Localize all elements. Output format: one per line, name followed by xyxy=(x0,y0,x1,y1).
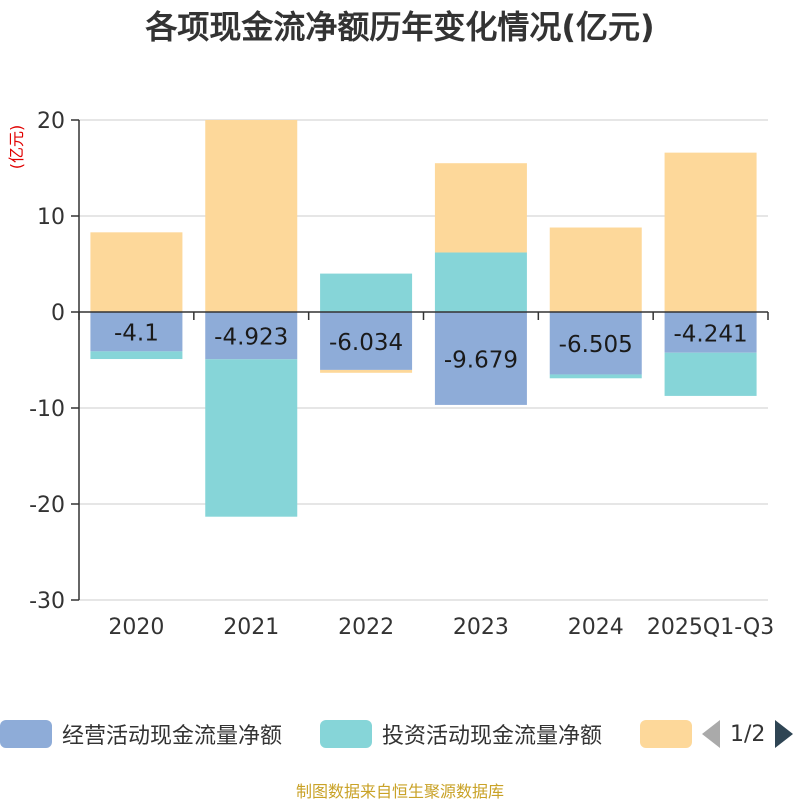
bar-operating-2022 xyxy=(320,312,413,370)
bar-investing-2024 xyxy=(549,374,642,379)
bar-operating-2023 xyxy=(434,312,527,405)
x-tick-label: 2024 xyxy=(568,615,624,640)
chart-title: 各项现金流净额历年变化情况(亿元) xyxy=(145,8,655,46)
x-tick-label: 2021 xyxy=(223,615,279,640)
legend: 经营活动现金流量净额 投资活动现金流量净额 xyxy=(0,716,800,752)
data-label-operating: -4.241 xyxy=(674,321,748,347)
y-axis-unit: (亿元) xyxy=(7,125,26,170)
x-tick-label: 2020 xyxy=(108,615,164,640)
bar-financing-2025Q1-Q3 xyxy=(664,152,757,312)
bar-investing-2021 xyxy=(205,359,298,517)
legend-swatch-operating xyxy=(0,720,52,748)
bar-operating-2024 xyxy=(549,312,642,375)
legend-item-operating[interactable]: 经营活动现金流量净额 xyxy=(0,716,282,752)
data-label-operating: -6.034 xyxy=(329,330,403,356)
data-label-operating: -4.1 xyxy=(114,321,159,347)
legend-label-investing: 投资活动现金流量净额 xyxy=(382,724,603,749)
x-tick-label: 2022 xyxy=(338,615,394,640)
prev-page-icon[interactable] xyxy=(702,720,720,748)
bar-investing-2022 xyxy=(320,273,413,312)
bar-financing-2022 xyxy=(320,369,413,373)
legend-pager: 1/2 xyxy=(700,716,800,752)
bar-investing-2020 xyxy=(90,351,183,360)
x-tick-label: 2025Q1-Q3 xyxy=(647,615,774,640)
bar-investing-2023 xyxy=(434,252,527,312)
y-tick-label: 0 xyxy=(51,301,65,326)
legend-swatch-investing xyxy=(320,720,372,748)
x-tick-label: 2023 xyxy=(453,615,509,640)
bar-financing-2023 xyxy=(434,163,527,253)
y-tick-label: -20 xyxy=(29,493,65,518)
legend-item-financing[interactable] xyxy=(640,716,702,752)
bar-investing-2025Q1-Q3 xyxy=(664,352,757,396)
data-label-operating: -9.679 xyxy=(444,347,518,373)
bar-operating-2020 xyxy=(90,312,183,352)
y-tick-label: 20 xyxy=(37,109,65,134)
next-page-icon[interactable] xyxy=(775,720,794,748)
legend-label-operating: 经营活动现金流量净额 xyxy=(62,724,283,749)
cash-flow-chart: 20 10 0 -10 -20 -30 (亿元) -4.1 2020 -4.923 2021 -6.0… xyxy=(7,109,774,640)
data-source: 制图数据来自恒生聚源数据库 xyxy=(295,782,504,801)
bar-operating-2025Q1-Q3 xyxy=(664,312,757,353)
data-label-operating: -6.505 xyxy=(559,332,633,358)
y-tick-label: -30 xyxy=(29,589,65,614)
bar-operating-2021 xyxy=(205,312,298,360)
bar-financing-2021 xyxy=(205,120,298,312)
bar-financing-2020 xyxy=(90,232,183,312)
bar-financing-2024 xyxy=(549,227,642,312)
legend-swatch-financing xyxy=(640,720,692,748)
y-tick-label: 10 xyxy=(37,205,65,230)
legend-item-investing[interactable]: 投资活动现金流量净额 xyxy=(320,716,602,752)
page-indicator: 1/2 xyxy=(730,721,766,747)
data-label-operating: -4.923 xyxy=(214,325,288,351)
y-tick-label: -10 xyxy=(29,397,65,422)
